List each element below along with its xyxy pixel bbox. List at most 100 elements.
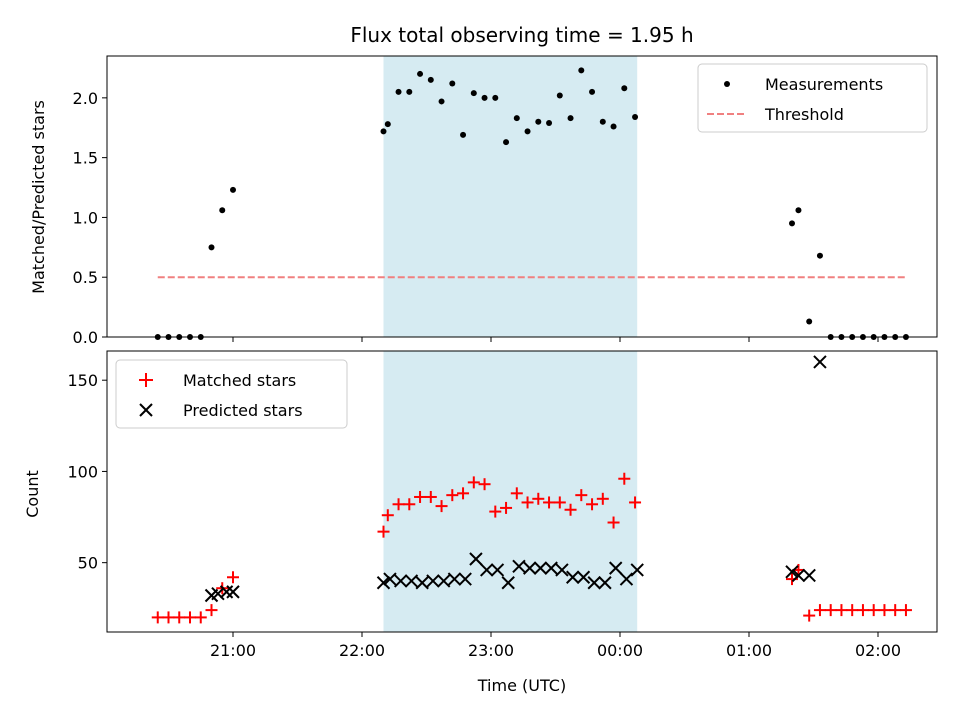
measurement-point: [589, 88, 596, 95]
matched-star-point: [564, 503, 577, 516]
matched-star-point: [532, 492, 545, 505]
predicted-star-point: [619, 572, 634, 586]
bottom-y-axis-label: Count: [23, 470, 42, 518]
matched-star-point: [629, 496, 642, 509]
measurement-point: [513, 115, 520, 122]
y-tick-label: 100: [67, 462, 98, 481]
y-tick-label: 50: [78, 554, 98, 573]
matched-star-point: [381, 509, 394, 522]
matched-star-point: [856, 604, 869, 617]
measurement-point: [230, 186, 236, 193]
predicted-star-point: [383, 572, 397, 586]
matched-star-point: [151, 611, 164, 624]
legend-matched-label: Matched stars: [183, 371, 296, 390]
top-axes-frame: [106, 55, 938, 338]
matched-star-point: [813, 604, 826, 617]
top-legend: Measurements Threshold: [697, 63, 928, 133]
measurement-point: [208, 244, 215, 251]
measurement-point: [578, 67, 585, 74]
measurement-point: [795, 207, 802, 214]
y-tick-label: 0.0: [73, 328, 98, 347]
measurement-point: [599, 118, 606, 125]
bottom-shaded-span: [383, 351, 638, 632]
matched-star-point: [194, 611, 207, 624]
predicted-star-point: [436, 574, 451, 588]
predicted-star-point: [393, 574, 408, 588]
measurement-point: [481, 94, 488, 101]
predicted-star-point: [791, 568, 806, 583]
predicted-star-point: [785, 565, 799, 579]
measurement-point: [524, 128, 531, 135]
matched-star-point: [878, 604, 891, 617]
matched-star-point: [553, 496, 566, 509]
predicted-star-point: [490, 563, 505, 577]
matched-star-point: [377, 525, 390, 538]
predicted-star-point: [447, 572, 462, 586]
matched-star-point: [489, 505, 502, 518]
predicted-star-point: [587, 576, 601, 590]
matched-star-point: [162, 611, 175, 624]
predicted-star-point: [813, 355, 827, 369]
matched-star-point: [510, 487, 523, 500]
matched-star-point: [803, 609, 816, 622]
matched-star-point: [414, 490, 427, 503]
matched-star-point: [596, 492, 609, 505]
matched-star-point: [457, 487, 470, 500]
predicted-star-point: [404, 574, 419, 588]
matched-star-point: [618, 472, 631, 485]
matched-star-point: [521, 496, 534, 509]
measurement-point: [449, 80, 456, 87]
measurement-point: [492, 94, 499, 101]
matched-star-point: [392, 498, 405, 511]
matched-star-point: [446, 489, 459, 502]
predicted-star-point: [479, 563, 494, 577]
matched-star-point: [575, 489, 588, 502]
legend-measurements-label: Measurements: [765, 75, 883, 94]
x-tick-label: 21:00: [210, 641, 256, 660]
measurement-point: [567, 115, 574, 122]
matched-star-point: [467, 476, 480, 489]
predicted-star-point: [802, 568, 816, 583]
y-tick-label: 2.0: [73, 89, 98, 108]
measurement-point: [417, 70, 424, 77]
matched-star-point: [184, 611, 196, 624]
measurement-point: [546, 119, 553, 126]
measurement-point: [535, 118, 542, 125]
predicted-star-point: [512, 559, 526, 574]
matched-star-point: [607, 516, 620, 529]
measurement-point: [427, 76, 434, 83]
predicted-star-point: [544, 561, 558, 575]
matched-star-point: [867, 604, 880, 617]
measurement-point: [438, 98, 445, 105]
measurement-point: [632, 113, 639, 120]
y-tick-label: 1.5: [73, 149, 98, 168]
measurement-point: [816, 252, 823, 259]
predicted-star-point: [522, 561, 537, 575]
matched-star-point: [899, 604, 912, 617]
predicted-star-point: [219, 585, 234, 599]
predicted-star-point: [469, 552, 483, 566]
matched-star-point: [824, 604, 837, 617]
top-y-axis-label: Matched/Predicted stars: [29, 100, 48, 294]
predicted-star-point: [226, 585, 240, 599]
x-tick-label: 00:00: [597, 641, 643, 660]
matched-star-point: [424, 490, 437, 503]
predicted-star-point: [630, 563, 644, 577]
top-panel: 0.00.51.01.52.0 Matched/Predicted stars …: [29, 55, 938, 347]
matched-star-point: [500, 501, 513, 514]
chart-title: Flux total observing time = 1.95 h: [350, 23, 693, 47]
measurement-point: [460, 131, 467, 138]
predicted-star-point: [608, 561, 623, 575]
measurement-point: [470, 90, 477, 97]
x-tick-label: 22:00: [339, 641, 385, 660]
y-tick-label: 1.0: [73, 208, 98, 227]
measurement-point: [503, 139, 510, 146]
predicted-star-point: [415, 576, 429, 590]
predicted-star-point: [598, 576, 612, 590]
x-tick-label: 02:00: [855, 641, 901, 660]
matched-star-point: [543, 496, 556, 509]
matched-star-point: [835, 604, 848, 617]
matched-star-point: [227, 571, 239, 584]
